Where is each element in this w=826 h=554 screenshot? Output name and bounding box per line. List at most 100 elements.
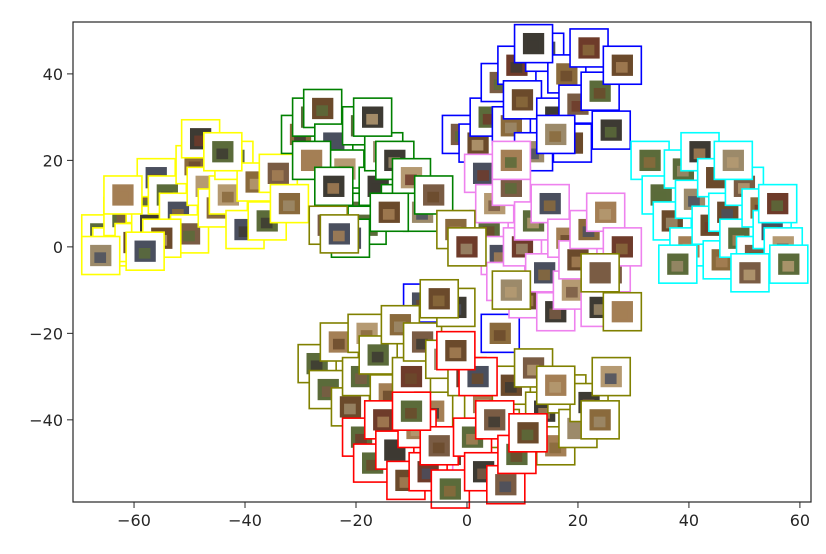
thumbnail-detail [560,70,573,82]
thumbnail-detail [516,96,528,108]
thumbnail-detail [405,373,417,385]
image-point-marker [658,244,698,284]
image-point-marker [602,45,643,86]
thumbnail-detail [249,178,262,190]
thumbnail-detail [405,174,417,186]
thumbnail-detail [549,308,562,320]
image-point-marker [103,175,143,215]
thumbnail-detail [571,100,584,112]
thumbnail-detail [510,451,523,462]
thumbnail-detail [316,105,329,116]
thumbnail-detail [443,485,456,497]
thumbnail-detail [221,191,234,203]
thumbnail-detail [94,252,107,263]
x-tick-label: −60 [117,511,151,530]
image-point-marker [319,214,360,254]
thumbnail-detail [693,148,706,160]
thumbnail-detail [421,468,434,480]
thumbnail-detail [449,347,462,359]
thumbnail-detail [604,373,617,385]
image-point-marker [352,97,393,137]
thumbnail-detail [405,407,417,419]
thumbnail-detail [427,191,439,203]
x-tick-label: 40 [679,511,699,530]
thumbnail-detail [604,126,617,138]
image-point-marker [203,131,243,172]
image-point-marker [508,413,548,453]
x-tick-label: −40 [228,511,262,530]
image-point-marker [447,227,487,267]
image-point-marker [585,192,626,233]
thumbnail-detail [260,217,273,229]
thumbnail-detail [782,260,795,272]
thumbnail-detail [527,364,539,376]
thumbnail-detail [593,416,606,428]
image-point-marker [591,356,632,397]
thumbnail-detail [593,87,606,99]
marker-frame [203,131,243,172]
image-point-marker [569,28,609,68]
image-point-marker [369,192,410,233]
image-point-marker [313,166,354,207]
thumbnail-detail [521,429,534,441]
thumbnail-detail [321,386,334,398]
y-tick-label: 0 [53,238,63,257]
thumbnail-detail [615,62,628,73]
image-point-marker [419,278,460,319]
image-point-marker [713,140,754,181]
thumbnail-detail [399,477,412,488]
thumbnail-detail [460,243,473,255]
thumbnail-detail [538,269,550,281]
scatter-points-layer [80,23,809,509]
thumbnail-detail [510,62,523,73]
thumbnail-detail [615,243,628,255]
thumbnail-detail [549,442,562,454]
image-point-marker [757,183,798,224]
thumbnail-detail [493,330,506,341]
image-point-marker [602,291,643,332]
thumbnail-detail [432,442,445,454]
thumbnail-detail [382,390,395,402]
thumbnail-detail [477,468,489,480]
image-point-marker [602,227,643,267]
thumbnail-detail [643,157,656,168]
thumbnail-detail [332,230,345,242]
thumbnail-detail [482,226,495,238]
y-tick-label: 40 [43,65,63,84]
y-axis: 40 20 0 −20 −40 [29,65,73,430]
thumbnail-detail [571,425,584,436]
y-tick-label: 20 [43,151,63,170]
thumbnail-detail [721,209,734,220]
y-tick-label: −20 [29,324,63,343]
thumbnail-detail [566,286,578,298]
thumbnail-detail [715,256,728,268]
image-point-marker [391,391,432,431]
thumbnail-detail [504,382,517,393]
thumbnail-detail [477,170,489,181]
thumbnail-detail [471,373,484,385]
image-point-marker [630,140,670,181]
image-point-marker [580,400,620,440]
thumbnail-detail [549,382,562,393]
image-point-marker [480,313,521,354]
thumbnail-detail [671,260,684,272]
thumbnail-detail [344,403,356,415]
x-tick-label: 0 [462,511,472,530]
thumbnail-detail [527,148,539,160]
thumbnail-detail [366,459,378,471]
image-point-marker [391,356,432,397]
thumbnail-detail [138,247,151,259]
thumbnail-detail [116,191,129,203]
thumbnail-detail [615,308,628,320]
image-point-marker [302,88,343,129]
image-point-marker [125,231,165,271]
thumbnail-detail [388,446,401,458]
thumbnail-detail [504,286,517,298]
thumbnail-detail [527,40,539,52]
thumbnail-detail [593,269,606,281]
thumbnail-detail [183,230,195,242]
thumbnail-detail [377,416,390,428]
thumbnail-detail [571,256,584,268]
thumbnail-detail [382,209,395,220]
x-tick-label: −20 [339,511,373,530]
